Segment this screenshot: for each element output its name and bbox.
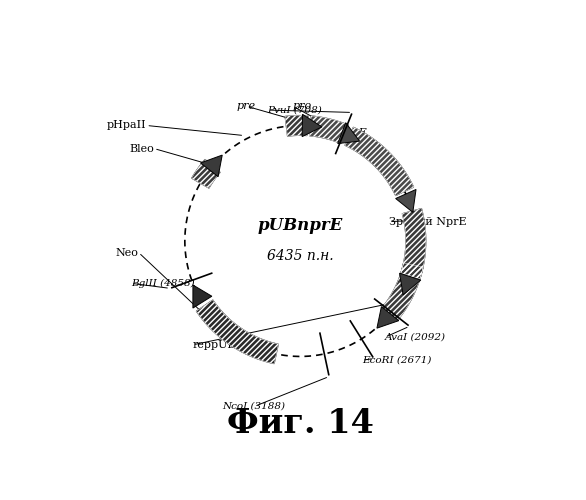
Polygon shape — [309, 116, 349, 143]
Polygon shape — [401, 208, 426, 279]
Polygon shape — [196, 300, 278, 364]
Text: BglII (4858): BglII (4858) — [131, 278, 195, 288]
Text: pUBnprE: pUBnprE — [258, 217, 343, 234]
Text: Зрелый NprE: Зрелый NprE — [389, 216, 466, 226]
Text: NcoI (3188): NcoI (3188) — [223, 402, 285, 411]
Polygon shape — [193, 285, 212, 308]
Text: PvuI (708): PvuI (708) — [268, 106, 322, 114]
Polygon shape — [285, 116, 308, 136]
Polygon shape — [302, 114, 322, 136]
Text: Фиг. 14: Фиг. 14 — [227, 408, 374, 440]
Polygon shape — [382, 263, 423, 320]
Polygon shape — [400, 273, 421, 295]
Polygon shape — [396, 190, 416, 212]
Text: pre: pre — [237, 101, 256, 111]
Text: EcoRI (2671): EcoRI (2671) — [362, 356, 431, 365]
Text: AvaI (2092): AvaI (2092) — [385, 332, 446, 342]
Text: pro: pro — [292, 101, 312, 111]
Polygon shape — [338, 122, 360, 144]
Text: Neo: Neo — [116, 248, 139, 258]
Text: pHpaII: pHpaII — [107, 120, 146, 130]
Text: 6435 п.н.: 6435 п.н. — [267, 250, 333, 264]
Polygon shape — [377, 306, 398, 328]
Polygon shape — [200, 155, 222, 176]
Text: Bleo: Bleo — [130, 144, 154, 154]
Polygon shape — [192, 160, 220, 188]
Text: nprE: nprE — [339, 128, 367, 138]
Text: reppUB: reppUB — [193, 340, 236, 350]
Polygon shape — [345, 127, 414, 196]
